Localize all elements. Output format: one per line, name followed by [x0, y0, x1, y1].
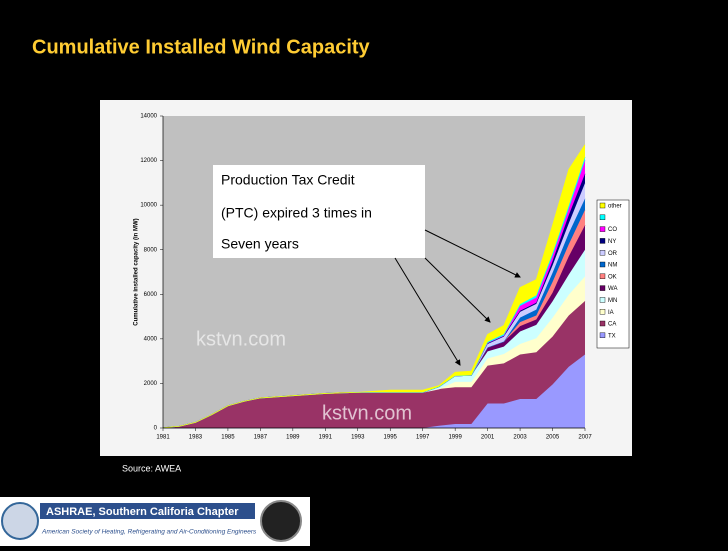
legend-label: CO [608, 227, 617, 233]
legend-label: WA [608, 286, 617, 292]
legend-label: OR [608, 251, 618, 257]
legend-swatch [599, 320, 606, 327]
legend-label: other [608, 204, 622, 210]
plot [160, 115, 586, 431]
legend-label: NY [608, 239, 616, 245]
watermark: kstvn.com [196, 328, 286, 350]
legend-swatch [599, 332, 606, 338]
x-tick-label: 1997 [416, 435, 430, 441]
x-tick-label: 2003 [513, 435, 527, 441]
y-tick-label: 0 [154, 426, 158, 432]
y-tick-label: 4000 [144, 336, 158, 342]
footer-title: ASHRAE, Southern Califoria Chapter [46, 506, 239, 518]
x-tick-label: 1999 [448, 435, 462, 441]
footer-title-band [40, 503, 255, 519]
legend-swatch [599, 273, 606, 279]
x-tick-label: 1993 [351, 435, 365, 441]
ashrae-logo [1, 502, 39, 540]
x-tick-label: 2007 [578, 435, 592, 441]
area-fill [163, 354, 585, 428]
legend-label: CA [608, 322, 616, 328]
y-tick-label: 14000 [140, 114, 157, 120]
x-tick-label: 1985 [221, 435, 235, 441]
x-tick-label: 1983 [189, 435, 203, 441]
annotation-arrow [394, 257, 461, 366]
usgbc-logo [260, 500, 302, 542]
legend-swatch [599, 285, 606, 291]
y-axis-label: Cumulative installed capacity (in MW) [134, 218, 140, 325]
watermark: kstvn.com [322, 402, 412, 424]
annotation-box [213, 165, 425, 258]
legend-swatch [599, 238, 606, 244]
legend: TX CA IA MN WA OK NM OR NY CO other [599, 202, 622, 339]
legend-label: TX [608, 333, 616, 339]
area-fill [163, 300, 585, 428]
annotation-arrow [424, 257, 491, 323]
x-tick-label: 2005 [546, 435, 560, 441]
source-note: Source: AWEA [122, 463, 181, 473]
legend-swatch [599, 202, 606, 209]
legend-swatch [599, 297, 606, 303]
annotation-line: (PTC) expired 3 times in [221, 205, 372, 221]
x-tick-label: 1981 [156, 435, 170, 441]
slide-title: Cumulative Installed Wind Capacity [32, 36, 371, 58]
x-tick-label: 1995 [384, 435, 398, 441]
annotation-line: Seven years [221, 236, 299, 252]
annotation-arrow [424, 229, 521, 278]
y-tick-label: 10000 [140, 203, 157, 209]
legend-swatch [599, 214, 606, 221]
legend-swatch [599, 226, 606, 232]
x-tick-label: 1989 [286, 435, 300, 441]
y-tick-label: 2000 [144, 381, 158, 387]
y-tick-label: 8000 [144, 247, 158, 253]
legend-label: NM [608, 263, 617, 269]
legend-swatch [599, 249, 606, 256]
footer-subtitle: American Society of Heating, Refrigerati… [41, 529, 257, 536]
annotation-line: Production Tax Credit [221, 172, 355, 188]
x-tick-label: 1987 [254, 435, 268, 441]
y-tick-label: 12000 [140, 158, 157, 164]
x-tick-label: 1991 [319, 435, 333, 441]
x-tick-label: 2001 [481, 435, 495, 441]
legend-label: MN [608, 298, 617, 304]
legend-label: IA [608, 310, 614, 316]
area-fill [163, 144, 585, 428]
legend-swatch [599, 261, 606, 268]
y-tick-label: 6000 [144, 292, 158, 298]
area-edge [162, 144, 586, 429]
legend-swatch [599, 309, 606, 315]
legend-label: OK [608, 274, 617, 280]
